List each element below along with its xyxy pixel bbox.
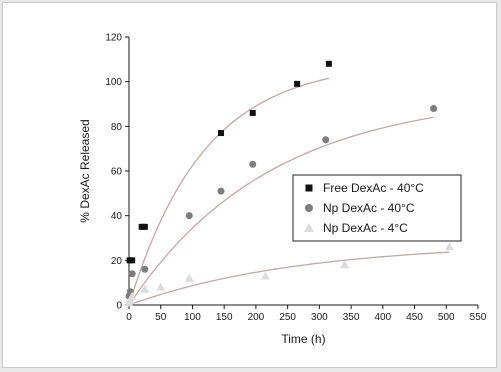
x-tick-label: 150 (216, 312, 233, 323)
data-point-circle (430, 104, 438, 112)
data-point-circle (217, 187, 225, 195)
data-point-triangle (125, 296, 135, 305)
x-tick-label: 50 (155, 312, 167, 323)
fit-curves (128, 77, 450, 306)
legend-label: Free DexAc - 40°C (323, 181, 424, 195)
data-point-triangle (444, 242, 454, 251)
data-point-square (129, 257, 136, 264)
data-point-circle (322, 136, 330, 144)
chart-frame: 0 50 100 150 200 250 300 350 400 450 500 550 0 20 40 60… (2, 2, 497, 368)
data-point-square (138, 223, 145, 230)
data-point-circle (185, 212, 193, 220)
chart: 0 50 100 150 200 250 300 350 400 450 500 550 0 20 40 60… (78, 33, 487, 347)
y-tick-label: 120 (105, 33, 122, 44)
x-tick-label: 500 (438, 312, 455, 323)
x-tick-label: 450 (406, 312, 423, 323)
legend-marker (304, 223, 314, 232)
legend-label: Np DexAc - 40°C (323, 201, 415, 215)
data-point-square (294, 80, 301, 87)
ticks: 0 50 100 150 200 250 300 350 400 450 500 550 0 20 40 60… (105, 33, 486, 324)
y-tick-label: 40 (111, 211, 123, 222)
data-point-triangle (260, 271, 270, 280)
x-tick-label: 300 (311, 312, 328, 323)
y-tick-label: 20 (111, 256, 123, 267)
y-axis-title: % DexAc Released (78, 119, 92, 222)
data-point-square (218, 130, 225, 137)
x-tick-label: 200 (248, 312, 265, 323)
x-tick-label: 550 (470, 312, 487, 323)
x-axis-title: Time (h) (281, 332, 325, 346)
y-tick-label: 60 (111, 167, 123, 178)
x-tick-label: 0 (126, 312, 132, 323)
fit-curve (128, 116, 434, 306)
x-tick-label: 100 (184, 312, 201, 323)
data-points (124, 60, 454, 307)
data-point-circle (249, 160, 257, 168)
data-point-square (325, 60, 332, 67)
x-tick-label: 400 (374, 312, 391, 323)
x-tick-label: 350 (343, 312, 360, 323)
y-tick-label: 100 (105, 77, 122, 88)
data-point-triangle (140, 284, 150, 293)
y-tick-label: 80 (111, 122, 123, 133)
data-point-triangle (340, 260, 350, 269)
legend: Free DexAc - 40°C Np DexAc - 40°C Np DexAc… (292, 174, 462, 242)
y-tick-label: 0 (116, 301, 122, 312)
legend-marker (305, 184, 313, 192)
data-point-circle (128, 270, 136, 278)
data-point-square (141, 223, 148, 230)
legend-marker (305, 204, 313, 212)
data-point-square (249, 109, 256, 116)
fit-curve (128, 251, 450, 306)
data-point-triangle (127, 291, 137, 300)
data-point-circle (141, 265, 149, 273)
x-tick-label: 250 (279, 312, 296, 323)
data-point-triangle (184, 273, 194, 282)
data-point-triangle (156, 282, 166, 291)
legend-label: Np DexAc - 4°C (323, 221, 408, 235)
legend-box (292, 174, 462, 242)
fit-curve (129, 77, 330, 304)
